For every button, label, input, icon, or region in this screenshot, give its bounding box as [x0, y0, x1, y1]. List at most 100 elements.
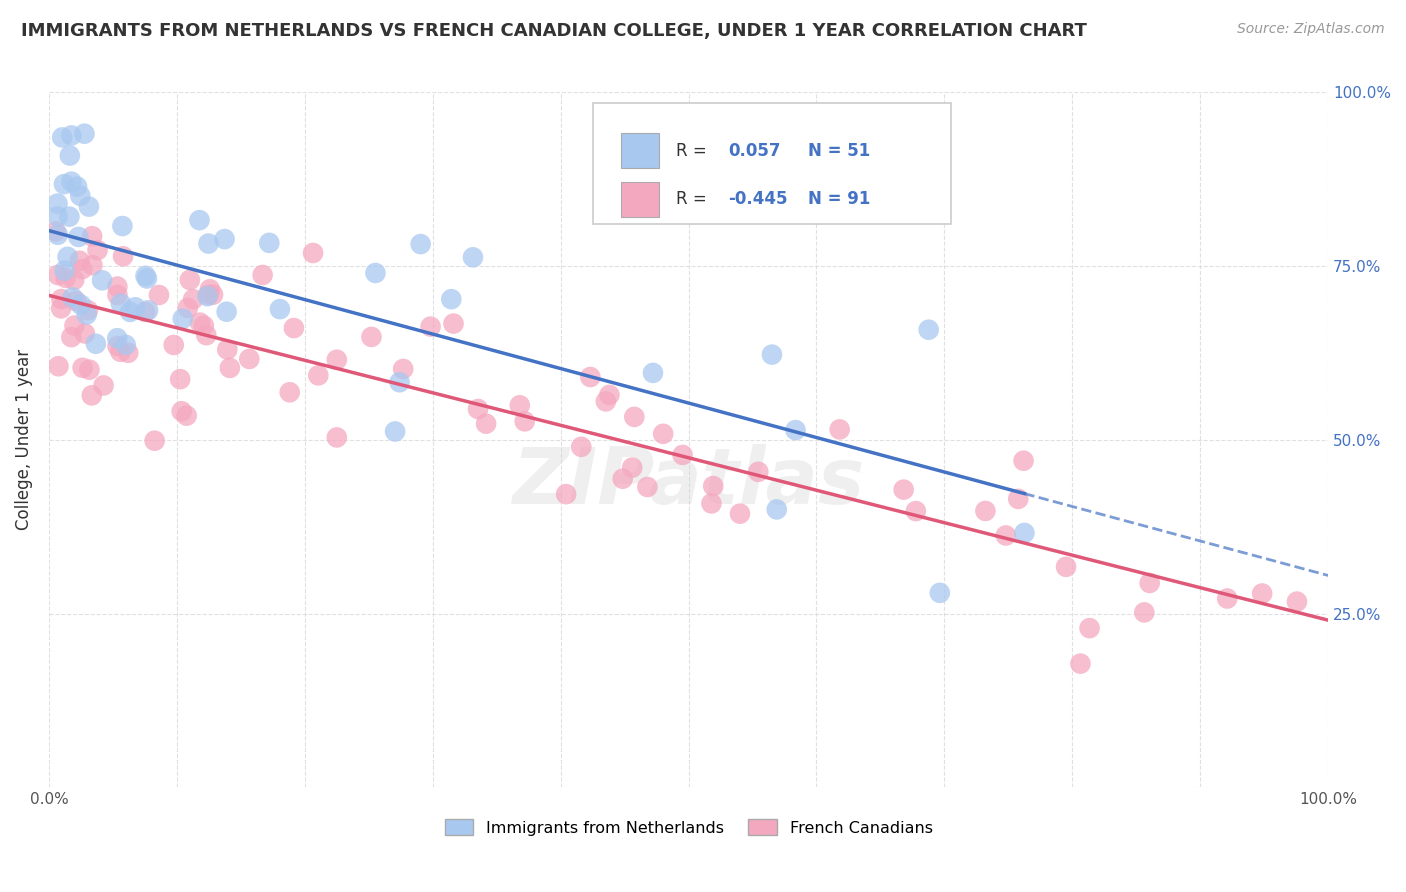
Point: [136, 303, 159, 318]
Point: [172, 311, 194, 326]
Point: [671, 448, 693, 462]
Point: [195, 328, 218, 343]
Point: [51, 292, 73, 306]
Point: [110, 344, 132, 359]
Point: [82, 258, 104, 272]
Point: [214, 232, 236, 246]
Point: [60, 330, 83, 344]
Point: [135, 271, 157, 285]
Point: [252, 268, 274, 282]
Point: [105, 279, 128, 293]
Point: [761, 348, 783, 362]
Point: [238, 351, 260, 366]
Point: [1007, 491, 1029, 506]
Text: R =: R =: [676, 142, 711, 160]
Point: [176, 409, 198, 423]
Point: [364, 266, 387, 280]
Point: [595, 394, 617, 409]
FancyBboxPatch shape: [621, 182, 659, 217]
Point: [60, 175, 83, 189]
Point: [69, 253, 91, 268]
Point: [388, 376, 411, 390]
Point: [269, 302, 291, 317]
Point: [828, 422, 851, 436]
Point: [326, 352, 349, 367]
Point: [641, 366, 664, 380]
Point: [928, 586, 950, 600]
Point: [70, 298, 93, 312]
FancyBboxPatch shape: [592, 103, 950, 225]
Point: [105, 331, 128, 345]
Point: [419, 319, 441, 334]
Point: [86, 243, 108, 257]
Point: [70, 262, 93, 277]
Point: [569, 440, 592, 454]
Point: [55, 270, 77, 285]
Point: [73, 127, 96, 141]
Point: [82, 229, 104, 244]
Point: [994, 528, 1017, 542]
Point: [177, 301, 200, 315]
Point: [197, 289, 219, 303]
Point: [509, 398, 531, 412]
Point: [134, 268, 156, 283]
Point: [79, 362, 101, 376]
Text: -0.445: -0.445: [728, 190, 787, 208]
Point: [51, 130, 73, 145]
Point: [555, 487, 578, 501]
Point: [72, 360, 94, 375]
Point: [1285, 594, 1308, 608]
Point: [111, 219, 134, 233]
Text: 0.057: 0.057: [728, 142, 780, 160]
Point: [974, 504, 997, 518]
Point: [56, 250, 79, 264]
Point: [259, 235, 281, 250]
Point: [114, 338, 136, 352]
Point: [1054, 559, 1077, 574]
Point: [612, 472, 634, 486]
Point: [107, 288, 129, 302]
Point: [652, 426, 675, 441]
Point: [443, 317, 465, 331]
Point: [80, 388, 103, 402]
Point: [202, 287, 225, 301]
Point: [218, 360, 240, 375]
Point: [63, 273, 86, 287]
Point: [181, 292, 204, 306]
Point: [579, 370, 602, 384]
Point: [63, 318, 86, 333]
Point: [76, 308, 98, 322]
Point: [904, 504, 927, 518]
Point: [77, 200, 100, 214]
Point: [179, 273, 201, 287]
Point: [621, 460, 644, 475]
Text: R =: R =: [676, 190, 711, 208]
Text: N = 51: N = 51: [807, 142, 870, 160]
Point: [73, 326, 96, 341]
Point: [1078, 621, 1101, 635]
Point: [1216, 591, 1239, 606]
Point: [59, 148, 82, 162]
Point: [188, 213, 211, 227]
Text: ZIPatlas: ZIPatlas: [512, 443, 865, 520]
Point: [193, 318, 215, 333]
Point: [52, 177, 75, 191]
Point: [117, 346, 139, 360]
Point: [747, 465, 769, 479]
Point: [188, 316, 211, 330]
Point: [765, 502, 787, 516]
Point: [278, 385, 301, 400]
Point: [148, 288, 170, 302]
Point: [409, 237, 432, 252]
Point: [307, 368, 329, 383]
Point: [134, 305, 156, 319]
Point: [893, 483, 915, 497]
Point: [728, 507, 751, 521]
Point: [1251, 586, 1274, 600]
Point: [124, 300, 146, 314]
Point: [197, 288, 219, 302]
Point: [46, 268, 69, 282]
Text: N = 91: N = 91: [807, 190, 870, 208]
Point: [197, 236, 219, 251]
Text: Source: ZipAtlas.com: Source: ZipAtlas.com: [1237, 22, 1385, 37]
